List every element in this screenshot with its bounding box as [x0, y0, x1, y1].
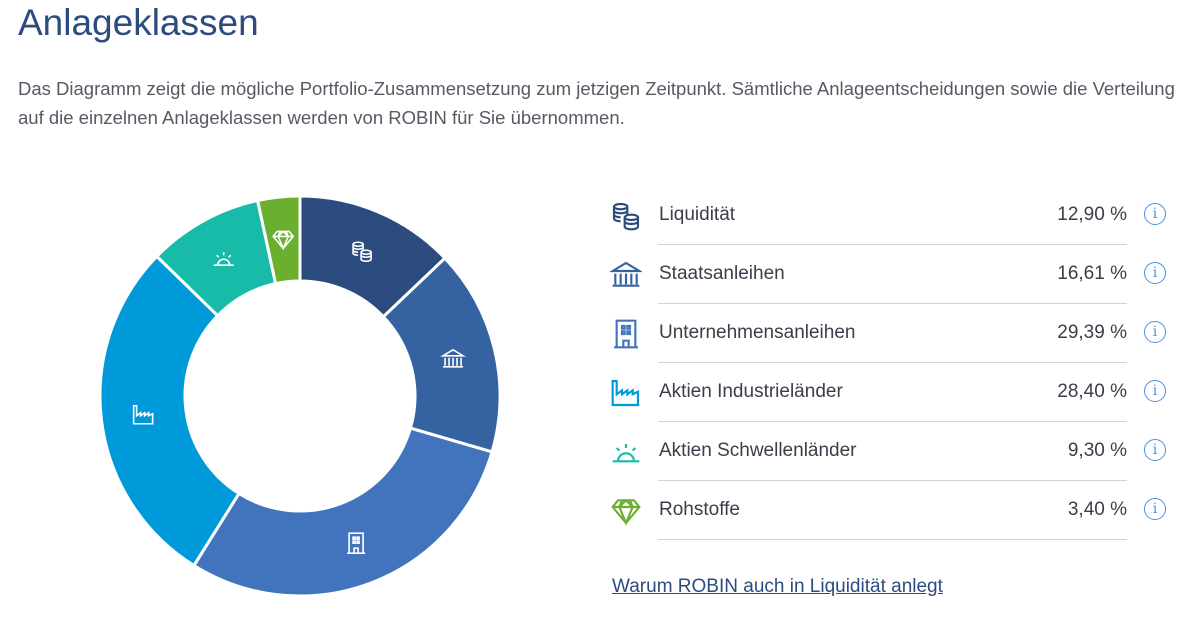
- asset-class-label: Aktien Schwellenländer: [659, 440, 857, 461]
- divider: [658, 362, 1127, 363]
- office-building-icon: [347, 532, 366, 554]
- info-icon[interactable]: i: [1144, 321, 1166, 343]
- asset-class-percentage: 9,30 %: [1067, 440, 1127, 461]
- asset-class-row: Aktien Industrieländer 28,40 % i: [610, 363, 1170, 422]
- asset-class-label: Rohstoffe: [659, 499, 740, 520]
- asset-class-row: Unternehmensanleihen 29,39 % i: [610, 304, 1170, 363]
- asset-class-label: Unternehmensanleihen: [659, 322, 856, 343]
- asset-allocation-donut-chart: [98, 194, 502, 598]
- office-building-icon: [614, 319, 638, 349]
- asset-class-row: Staatsanleihen 16,61 % i: [610, 245, 1170, 304]
- diamond-icon: [272, 230, 295, 251]
- factory-icon: [611, 379, 640, 407]
- description: Das Diagramm zeigt die mögliche Portfoli…: [18, 78, 1175, 128]
- asset-class-percentage: 3,40 %: [1067, 499, 1127, 520]
- info-icon[interactable]: i: [1144, 498, 1166, 520]
- divider: [658, 303, 1127, 304]
- coins-icon: [352, 241, 372, 263]
- sunrise-icon: [213, 252, 234, 267]
- divider: [658, 244, 1127, 245]
- asset-class-row: Aktien Schwellenländer 9,30 % i: [610, 422, 1170, 481]
- asset-class-label: Liquidität: [659, 204, 736, 225]
- info-icon[interactable]: i: [1144, 262, 1166, 284]
- page-title: Anlageklassen: [18, 2, 259, 43]
- liquidity-info-link[interactable]: Warum ROBIN auch in Liquidität anlegt: [612, 576, 943, 597]
- asset-class-row: Rohstoffe 3,40 % i: [610, 481, 1170, 540]
- asset-class-percentage: 29,39 %: [1057, 322, 1127, 343]
- divider: [658, 539, 1127, 540]
- factory-icon: [132, 404, 154, 425]
- sunrise-icon: [612, 444, 640, 463]
- asset-class-label: Aktien Industrieländer: [659, 381, 843, 402]
- asset-class-percentage: 16,61 %: [1057, 263, 1127, 284]
- info-icon[interactable]: i: [1144, 380, 1166, 402]
- info-icon[interactable]: i: [1144, 203, 1166, 225]
- donut-slice-3[interactable]: [98, 254, 242, 568]
- bank-icon: [610, 261, 642, 287]
- asset-class-percentage: 28,40 %: [1057, 381, 1127, 402]
- asset-class-label: Staatsanleihen: [659, 263, 785, 284]
- divider: [658, 480, 1127, 481]
- coins-icon: [612, 202, 640, 231]
- divider: [658, 421, 1127, 422]
- asset-class-row: Liquidität 12,90 % i: [610, 186, 1170, 245]
- diamond-icon: [611, 498, 641, 526]
- info-icon[interactable]: i: [1144, 439, 1166, 461]
- bank-icon: [440, 348, 466, 368]
- donut-slice-2[interactable]: [191, 426, 494, 598]
- asset-class-percentage: 12,90 %: [1057, 204, 1127, 225]
